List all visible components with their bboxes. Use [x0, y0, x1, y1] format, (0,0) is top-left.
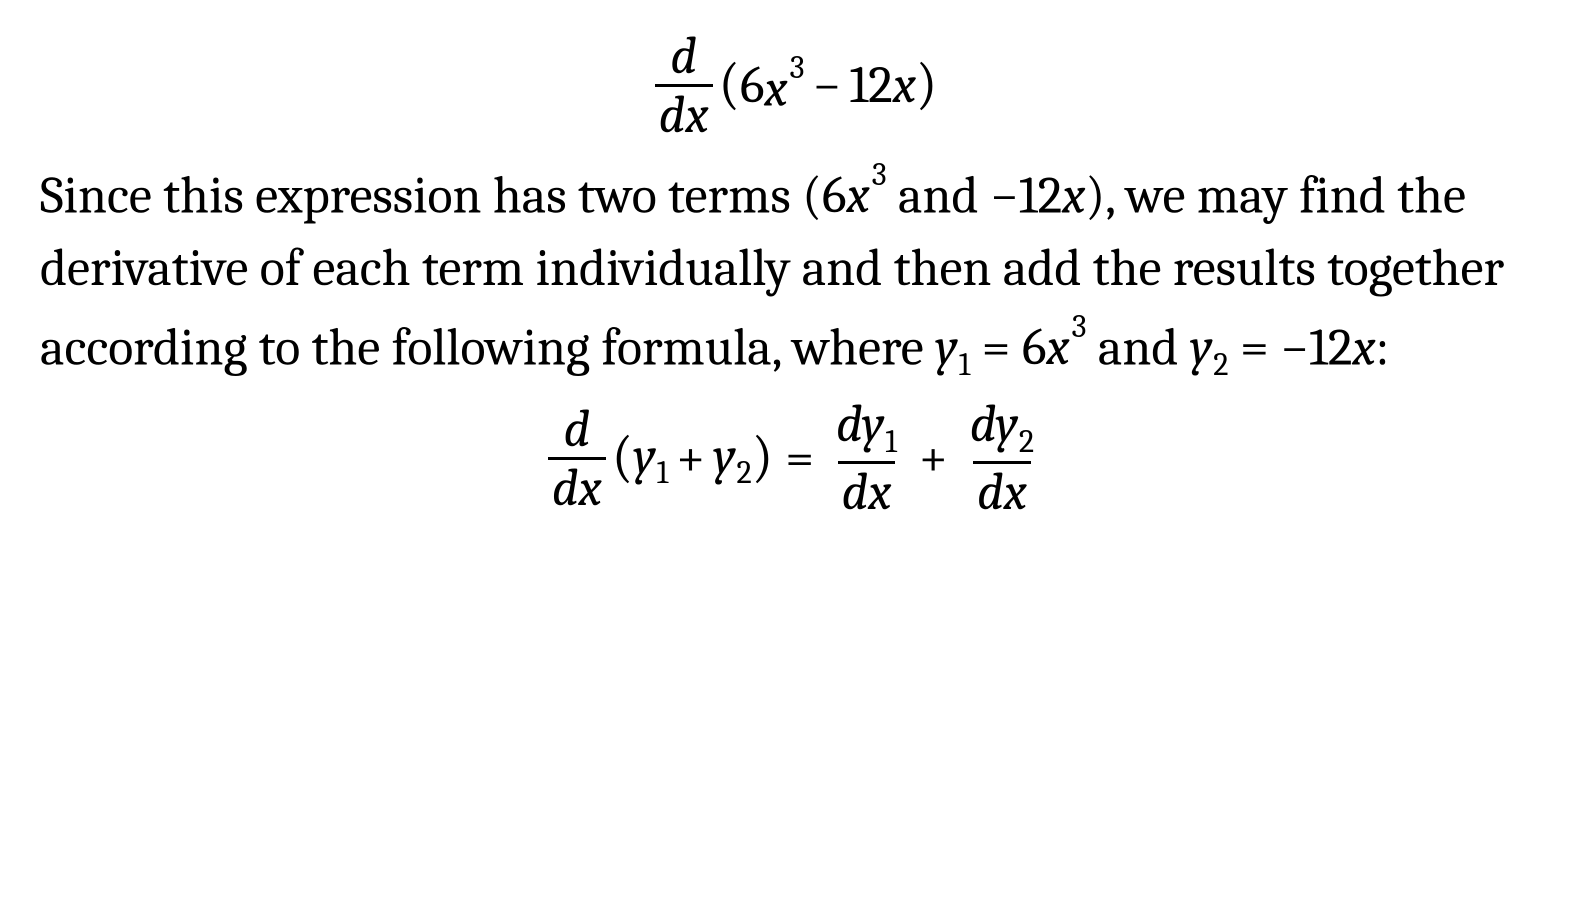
ddx2-den: dx — [548, 457, 606, 514]
para-y1: y — [935, 317, 957, 377]
equals-op: = — [785, 422, 814, 495]
var-x-2: x — [893, 49, 916, 122]
para-term1-pow: 3 — [872, 157, 887, 194]
dy2dx-num-d: d — [970, 394, 996, 454]
minus-op: − — [813, 49, 842, 122]
para-y2-sub: 2 — [1213, 347, 1228, 384]
eq2-y1-sub: 1 — [657, 455, 669, 492]
para-y2rhs-sign: − — [1280, 317, 1309, 377]
para-t5: : — [1376, 317, 1390, 377]
para-y1rhs-coef: 6 — [1022, 317, 1046, 377]
pow-3: 3 — [790, 50, 805, 87]
rparen: ) — [916, 46, 937, 125]
dy2dx-num-y: y — [996, 394, 1018, 454]
dy2dx-num: dy2 — [966, 398, 1038, 461]
dy1dx-num-sub: 1 — [885, 424, 897, 461]
equation-1-row: d dx ( 6 x3 − 12 x ) — [649, 30, 938, 141]
para-y1-sub: 1 — [959, 347, 971, 384]
rparen-2: ) — [752, 419, 773, 498]
coef-6: 6 — [740, 49, 764, 122]
para-eq: = — [970, 317, 1022, 377]
dy1dx-num-y: y — [862, 394, 884, 454]
equation-2: d dx ( y1 + y2 ) = dy1 dx + dy2 dx — [40, 398, 1546, 518]
para-t1: Since this expression has two terms ( — [40, 165, 822, 225]
plus-inner: + — [676, 422, 705, 495]
ddx2-num: d — [559, 403, 594, 457]
para-term2-var: x — [1062, 165, 1085, 225]
ddx-fraction: d dx — [655, 30, 713, 141]
para-y2rhs-var: x — [1352, 317, 1375, 377]
ddx-den: dx — [655, 84, 713, 141]
equation-1: d dx ( 6 x3 − 12 x ) — [40, 30, 1546, 141]
dy1dx-fraction: dy1 dx — [832, 398, 901, 518]
dy2dx-den: dx — [973, 461, 1031, 518]
para-term1-coef: 6 — [822, 165, 846, 225]
para-y2rhs-coef: 12 — [1309, 317, 1352, 377]
para-y1rhs-pow: 3 — [1072, 309, 1087, 346]
para-y1rhs-var: x — [1046, 317, 1069, 377]
lparen-2: ( — [612, 419, 633, 498]
plus-outer: + — [919, 422, 948, 495]
eq2-y2-sub: 2 — [737, 455, 752, 492]
equation-2-row: d dx ( y1 + y2 ) = dy1 dx + dy2 dx — [542, 398, 1044, 518]
para-term2-sign: − — [990, 165, 1019, 225]
ddx-fraction-2: d dx — [548, 403, 606, 514]
var-x-1: x — [764, 58, 787, 118]
lparen: ( — [719, 46, 740, 125]
dy2dx-num-sub: 2 — [1019, 424, 1034, 461]
coef-12: 12 — [849, 49, 892, 122]
dy1dx-num: dy1 — [832, 398, 901, 461]
para-term1-var: x — [846, 165, 869, 225]
dy1dx-num-d: d — [836, 394, 862, 454]
dy2dx-fraction: dy2 dx — [966, 398, 1038, 518]
dy1dx-den: dx — [838, 461, 896, 518]
para-y2: y — [1190, 317, 1212, 377]
eq2-y1: y — [633, 426, 655, 486]
para-t2: and — [887, 165, 990, 225]
eq2-y2: y — [713, 426, 735, 486]
para-t4: and — [1086, 317, 1189, 377]
ddx-num: d — [666, 30, 701, 84]
para-eq2: = — [1229, 317, 1281, 377]
explanation-paragraph: Since this expression has two terms (6x3… — [40, 153, 1546, 388]
para-term2-coef: 12 — [1019, 165, 1062, 225]
